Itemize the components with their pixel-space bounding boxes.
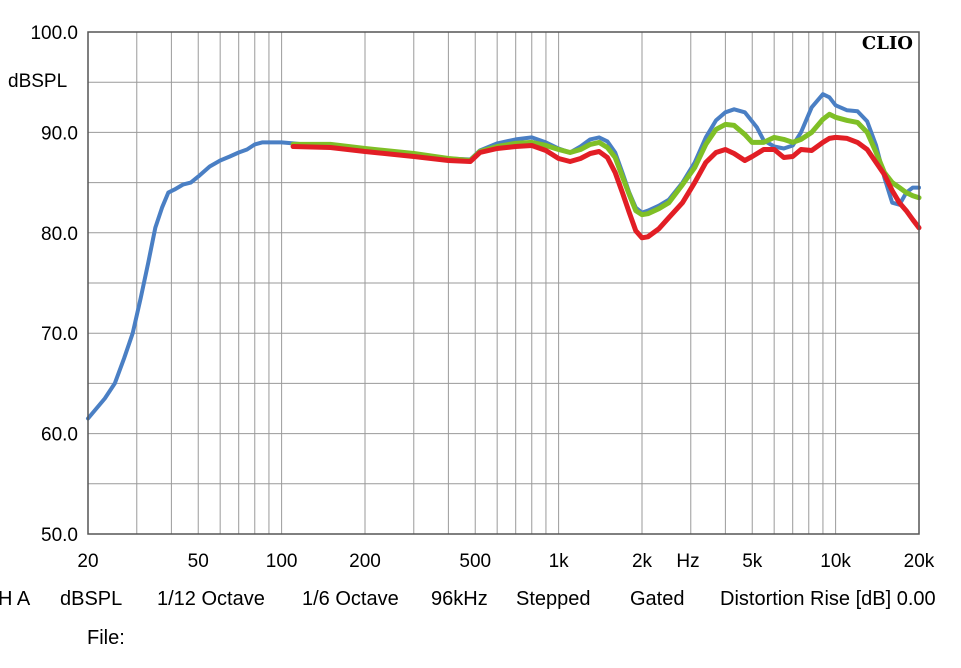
response-curve	[290, 111, 922, 218]
brand-logo: CLIO	[862, 33, 913, 54]
y-tick-label: 80.0	[41, 224, 78, 245]
x-tick-label: 5k	[742, 551, 763, 572]
x-tick-label: 500	[459, 551, 491, 572]
grid-lines	[88, 32, 919, 534]
y-tick-label: 50.0	[41, 525, 78, 546]
status-item: Gated	[630, 588, 685, 610]
status-item: 1/12 Octave	[157, 588, 265, 610]
y-tick-label: 70.0	[41, 324, 78, 345]
y-tick-label: 90.0	[41, 123, 78, 144]
response-curve	[290, 134, 922, 241]
x-tick-label: 50	[188, 551, 209, 572]
status-item: Distortion Rise [dB] 0.00	[720, 588, 936, 610]
y-tick-label: 100.0	[30, 23, 78, 44]
status-item: dBSPL	[60, 588, 123, 610]
x-tick-label: 1k	[549, 551, 570, 572]
y-tick-label: 60.0	[41, 425, 78, 446]
plot-border	[87, 31, 920, 535]
x-axis-unit-label: Hz	[676, 551, 699, 572]
x-tick-label: 200	[349, 551, 381, 572]
x-tick-label: 20k	[904, 551, 935, 572]
status-item: 1/6 Octave	[302, 588, 399, 610]
x-tick-labels: 20 50 100 200 500 1k 2k 5k 10k 20k	[77, 551, 934, 572]
response-curves	[86, 92, 922, 421]
x-tick-label: 10k	[820, 551, 851, 572]
response-curve	[86, 92, 921, 421]
status-item: 96kHz	[431, 588, 488, 610]
y-axis-unit-label: dBSPL	[8, 71, 67, 92]
file-label: File:	[87, 627, 125, 649]
x-tick-label: 100	[266, 551, 298, 572]
status-item: Stepped	[516, 588, 591, 610]
x-tick-label: 20	[77, 551, 98, 572]
status-item: H A	[0, 588, 31, 610]
x-tick-label: 2k	[632, 551, 653, 572]
y-tick-labels: 100.0 90.0 80.0 70.0 60.0 50.0	[30, 23, 78, 546]
